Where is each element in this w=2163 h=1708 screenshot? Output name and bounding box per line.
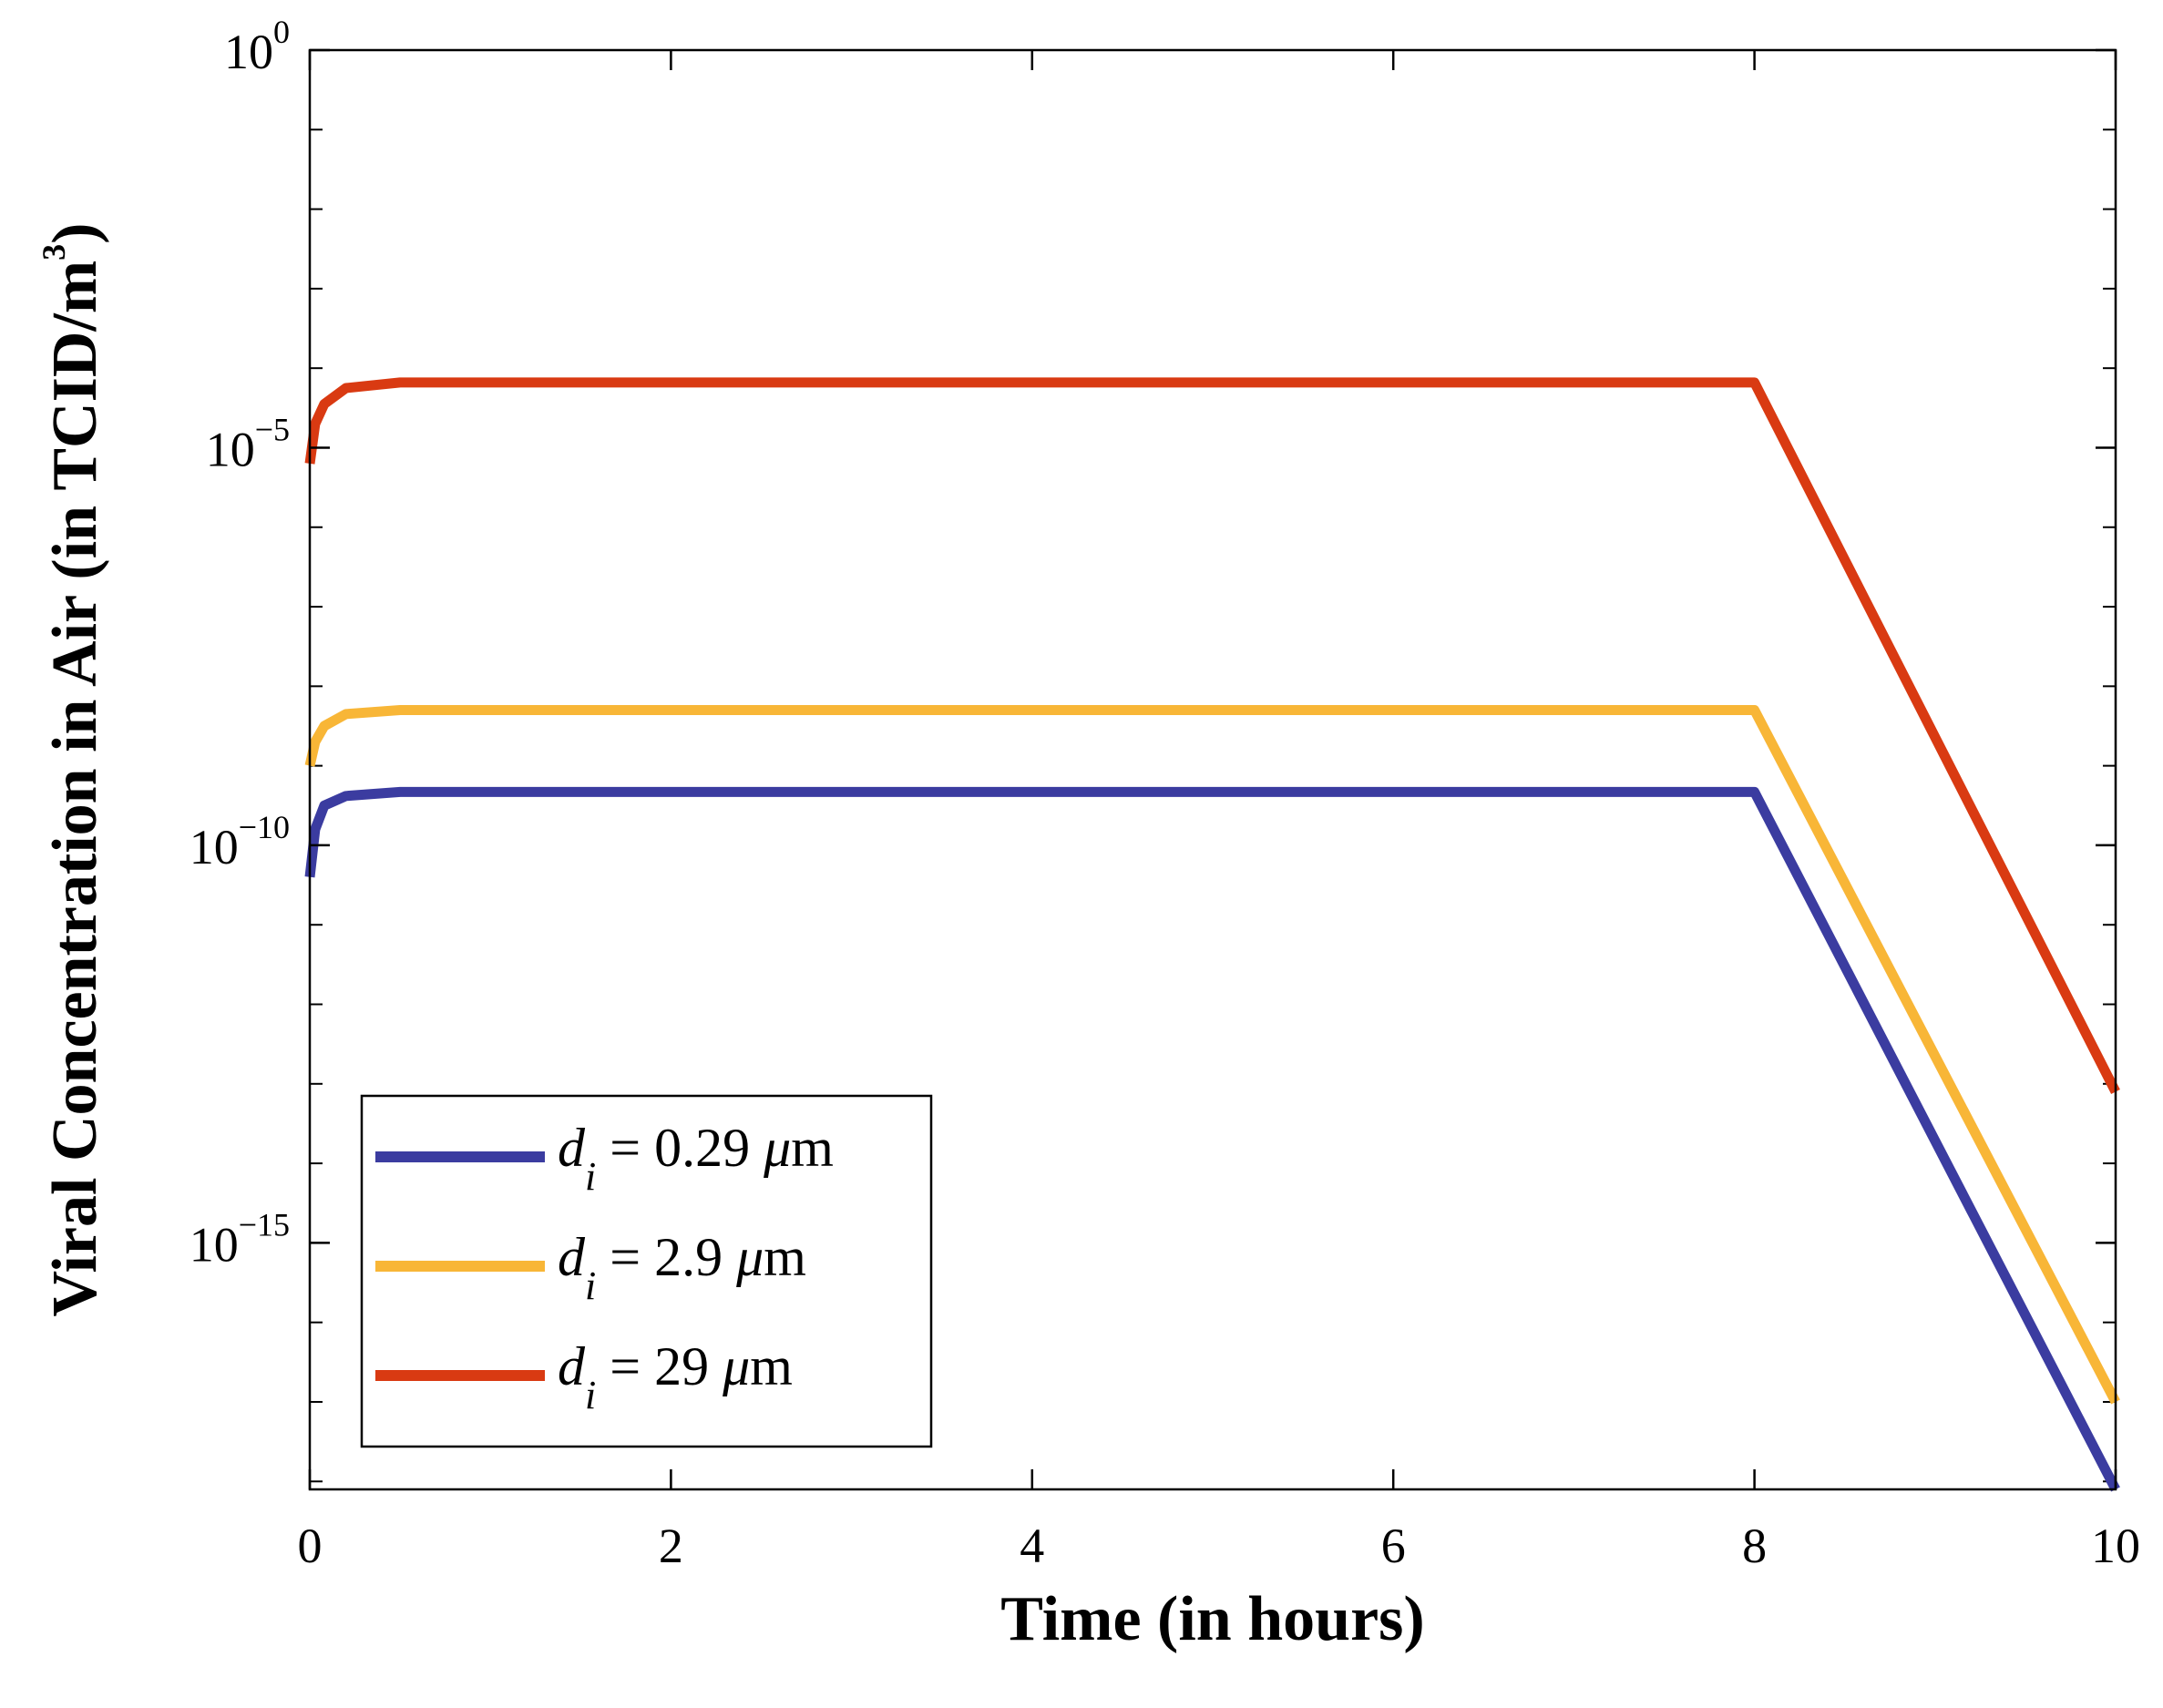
y-ticks: 100 10−5 10−10 10−15: [190, 14, 2116, 1272]
x-tick-label: 10: [2091, 1519, 2140, 1573]
series-lines: [304, 377, 2120, 1492]
y-tick-label: 10−5: [206, 411, 290, 476]
plot-frame: [308, 48, 2117, 1491]
x-ticks: 0 2 4 6 8 10: [298, 50, 2140, 1573]
x-tick-label: 0: [298, 1519, 323, 1573]
legend-label-1: di = 0.29 μm: [558, 1118, 834, 1199]
y-tick-label: 10−15: [190, 1206, 290, 1272]
y-axis-title: Viral Concentration in Air (in TCID/m3): [36, 223, 110, 1317]
series-line-3: [304, 377, 2120, 1094]
svg-text:Viral Concentration in Air (i: Viral Concentration in Air (in TCID/m3): [36, 223, 110, 1317]
series-line-1: [304, 786, 2120, 1492]
x-tick-label: 4: [1020, 1519, 1044, 1573]
x-axis-title: Time (in hours): [1000, 1584, 1424, 1654]
legend-label-3: di = 29 μm: [558, 1336, 793, 1417]
x-tick-label: 8: [1742, 1519, 1767, 1573]
legend: di = 0.29 μm di = 2.9 μm di = 29 μm: [360, 1094, 933, 1448]
x-tick-label: 2: [659, 1519, 683, 1573]
y-tick-label: 10−10: [190, 809, 290, 874]
x-tick-label: 6: [1381, 1519, 1406, 1573]
legend-label-2: di = 2.9 μm: [558, 1227, 806, 1308]
series-line-2: [304, 705, 2120, 1405]
y-tick-label: 100: [224, 14, 290, 79]
